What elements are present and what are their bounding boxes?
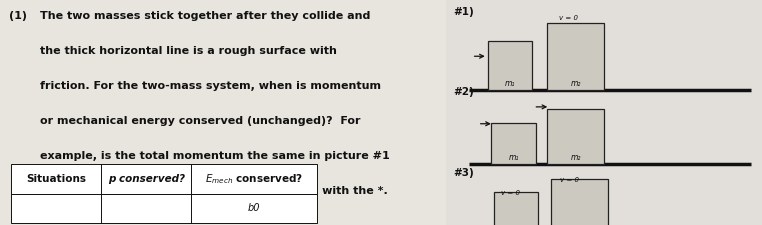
Text: example, is the total momentum the same in picture #1: example, is the total momentum the same … [40, 151, 389, 161]
Bar [11, 194, 317, 223]
Text: b0: b0 [248, 203, 261, 213]
Text: #3): #3) [453, 168, 474, 178]
Text: m₂: m₂ [571, 79, 581, 88]
Text: The two masses stick together after they collide and: The two masses stick together after they… [40, 11, 370, 21]
Text: m₂: m₂ [575, 223, 584, 225]
Text: $E_{mech}$ conserved?: $E_{mech}$ conserved? [205, 172, 303, 186]
Text: Situations: Situations [27, 174, 86, 184]
Text: or mechanical energy conserved (unchanged)?  For: or mechanical energy conserved (unchange… [40, 116, 360, 126]
Text: p conserved?: p conserved? [107, 174, 185, 184]
Text: #2): #2) [453, 87, 474, 97]
Bar [547, 22, 604, 90]
Bar [547, 109, 604, 164]
Text: the thick horizontal line is a rough surface with: the thick horizontal line is a rough sur… [40, 46, 337, 56]
Bar [488, 40, 532, 90]
Bar [11, 164, 317, 194]
Text: as in picture #2? Put your answer in the box with the *.: as in picture #2? Put your answer in the… [40, 186, 387, 196]
Text: m₁: m₁ [508, 153, 519, 162]
Text: (1): (1) [9, 11, 27, 21]
Bar [494, 192, 538, 225]
Text: v = 0: v = 0 [559, 15, 578, 21]
Bar [446, 0, 762, 225]
Text: m₁: m₁ [511, 223, 521, 225]
Bar [0, 0, 446, 225]
Bar [551, 179, 608, 225]
Text: m₂: m₂ [571, 153, 581, 162]
Text: v = 0: v = 0 [561, 177, 579, 183]
Text: v = 0: v = 0 [501, 190, 520, 196]
Bar [491, 123, 536, 164]
Text: m₁: m₁ [504, 79, 515, 88]
Text: #1): #1) [453, 7, 474, 17]
Text: friction. For the two-mass system, when is momentum: friction. For the two-mass system, when … [40, 81, 381, 91]
